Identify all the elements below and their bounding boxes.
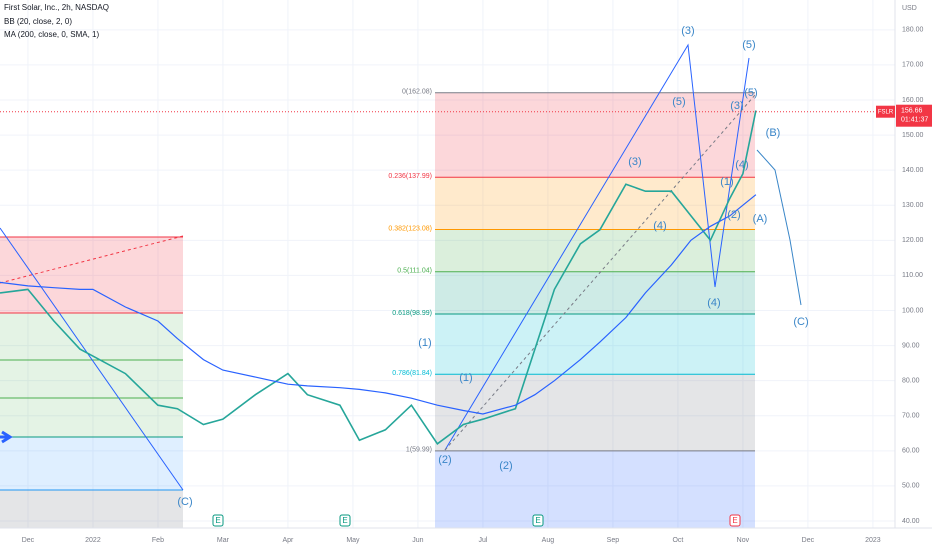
y-tick-label: 180.00 (902, 27, 924, 34)
wave-label: (4) (707, 297, 720, 309)
y-tick-label: 110.00 (902, 272, 923, 279)
left-fib-box (0, 228, 183, 528)
wave-label: (2) (438, 454, 451, 466)
x-tick-label: 2022 (85, 537, 101, 544)
wave-label: (A) (753, 213, 768, 225)
wave-label: (3) (730, 100, 743, 112)
y-tick-label: 150.00 (902, 132, 924, 139)
fib-label: 0.382(123.08) (388, 225, 432, 232)
fib-label: 0.236(137.99) (388, 173, 432, 180)
wave-label: (C) (793, 316, 808, 328)
x-tick-label: Jun (412, 537, 423, 544)
wave-label: (3) (681, 25, 694, 37)
x-tick-label: May (346, 537, 360, 544)
y-tick-label: 130.00 (902, 202, 924, 209)
fib-zone (435, 314, 755, 374)
wave-label: (5) (672, 96, 685, 108)
chart: 0(162.08) 0.236(137.99) 0.382(123.08) 0.5(1… (0, 0, 932, 550)
wave-label: (3) (628, 156, 641, 168)
y-tick-label: 60.00 (902, 448, 920, 455)
wave-label: (B) (766, 127, 781, 139)
fib-zone (0, 237, 183, 313)
fib-zone (0, 490, 183, 528)
wave-label: (1) (459, 372, 472, 384)
y-tick-label: 120.00 (902, 237, 924, 244)
y-tick-label: 40.00 (902, 518, 920, 525)
y-tick-label: 100.00 (902, 307, 924, 314)
y-tick-label: 160.00 (902, 97, 924, 104)
x-tick-label: 2023 (865, 537, 881, 544)
x-tick-label: Apr (282, 537, 294, 544)
fib-label: 0.786(81.84) (392, 370, 432, 377)
indicator-label: MA (200, close, 0, SMA, 1) (4, 30, 99, 39)
x-tick-label: Mar (217, 537, 230, 544)
wave-label: (C) (177, 496, 192, 508)
x-tick-label: Jul (478, 537, 487, 544)
countdown-label: 01:41:37 (901, 117, 928, 124)
wave-label: (1) (418, 337, 431, 349)
y-tick-label: 170.00 (902, 62, 924, 69)
y-tick-label: 80.00 (902, 377, 920, 384)
chart-title: First Solar, Inc., 2h, NASDAQ (4, 3, 109, 12)
x-tick-label: Sep (607, 537, 620, 544)
fib-label: 0.5(111.04) (397, 268, 432, 275)
y-tick-label: 50.00 (902, 483, 920, 490)
y-tick-label: 90.00 (902, 342, 920, 349)
y-tick-label: 140.00 (902, 167, 924, 174)
fib-zone (435, 451, 755, 528)
x-tick-label: Dec (22, 537, 35, 544)
price-label: 156.66 (901, 108, 923, 115)
fib-zone (435, 93, 755, 178)
event-label: E (732, 516, 737, 525)
wave-label: (5) (742, 39, 755, 51)
event-label: E (215, 516, 220, 525)
y-tick-label: 70.00 (902, 413, 920, 420)
wave-label: (2) (727, 209, 740, 221)
wave-label: (2) (499, 460, 512, 472)
wave-label: (5) (744, 87, 757, 99)
wave-label: (1) (720, 176, 733, 188)
x-tick-label: Aug (542, 537, 555, 544)
fib-label: 0.618(98.99) (392, 310, 432, 317)
currency: USD (902, 5, 917, 12)
fib-zone (435, 374, 755, 451)
fib-zone (0, 313, 183, 437)
wave-label: (4) (735, 159, 748, 171)
fib-zone (435, 177, 755, 229)
x-tick-label: Oct (672, 537, 683, 544)
indicator-label: BB (20, close, 2, 0) (4, 17, 72, 26)
fib-label: 1(59.99) (406, 447, 432, 454)
fib-label: 0(162.08) (402, 89, 432, 96)
x-tick-label: Nov (737, 537, 750, 544)
event-label: E (535, 516, 540, 525)
x-tick-label: Dec (802, 537, 815, 544)
x-tick-label: Feb (152, 537, 164, 544)
wave-label: (4) (653, 220, 666, 232)
fib-zone (0, 437, 183, 490)
time-axis (0, 528, 932, 550)
symbol-label: FSLR (878, 109, 894, 115)
event-label: E (342, 516, 347, 525)
